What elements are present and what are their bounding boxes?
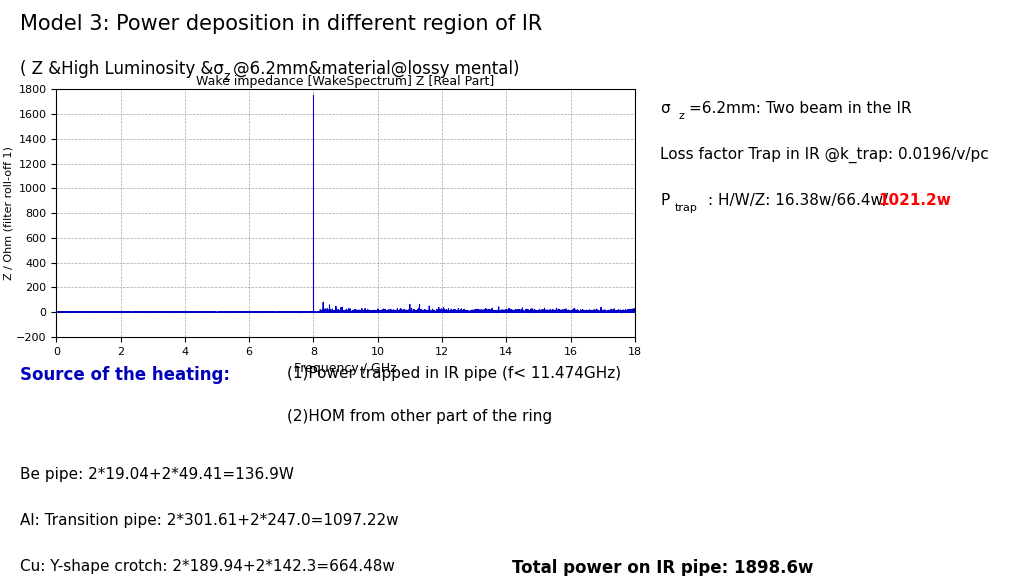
Text: Source of the heating:: Source of the heating: xyxy=(20,366,230,384)
Text: Be pipe: 2*19.04+2*49.41=136.9W: Be pipe: 2*19.04+2*49.41=136.9W xyxy=(20,467,295,482)
X-axis label: Frequency / GHz: Frequency / GHz xyxy=(294,362,397,375)
Text: (1)Power trapped in IR pipe (f< 11.474GHz): (1)Power trapped in IR pipe (f< 11.474GH… xyxy=(287,366,621,381)
Y-axis label: Z / Ohm (filter roll-off 1): Z / Ohm (filter roll-off 1) xyxy=(3,146,13,280)
Text: Model 3: Power deposition in different region of IR: Model 3: Power deposition in different r… xyxy=(20,14,543,35)
Text: Total power on IR pipe: 1898.6w: Total power on IR pipe: 1898.6w xyxy=(512,559,813,576)
Text: @6.2mm&material@lossy mental): @6.2mm&material@lossy mental) xyxy=(233,60,520,78)
Text: ( Z &High Luminosity &σ: ( Z &High Luminosity &σ xyxy=(20,60,224,78)
Text: z: z xyxy=(223,70,229,84)
Text: Cu: Y-shape crotch: 2*189.94+2*142.3=664.48w: Cu: Y-shape crotch: 2*189.94+2*142.3=664… xyxy=(20,559,395,574)
Text: (2)HOM from other part of the ring: (2)HOM from other part of the ring xyxy=(287,409,552,424)
Text: Loss factor Trap in IR @k_trap: 0.0196/v/pc: Loss factor Trap in IR @k_trap: 0.0196/v… xyxy=(660,147,989,163)
Text: z: z xyxy=(679,111,685,120)
Text: P: P xyxy=(660,193,670,208)
Text: 1021.2w: 1021.2w xyxy=(879,193,951,208)
Text: σ: σ xyxy=(660,101,671,116)
Text: Al: Transition pipe: 2*301.61+2*247.0=1097.22w: Al: Transition pipe: 2*301.61+2*247.0=10… xyxy=(20,513,399,528)
Title: Wake impedance [WakeSpectrum] Z [Real Part]: Wake impedance [WakeSpectrum] Z [Real Pa… xyxy=(197,75,495,88)
Text: =6.2mm: Two beam in the IR: =6.2mm: Two beam in the IR xyxy=(689,101,911,116)
Text: : H/W/Z: 16.38w/66.4w/: : H/W/Z: 16.38w/66.4w/ xyxy=(708,193,888,208)
Text: trap: trap xyxy=(675,203,697,213)
